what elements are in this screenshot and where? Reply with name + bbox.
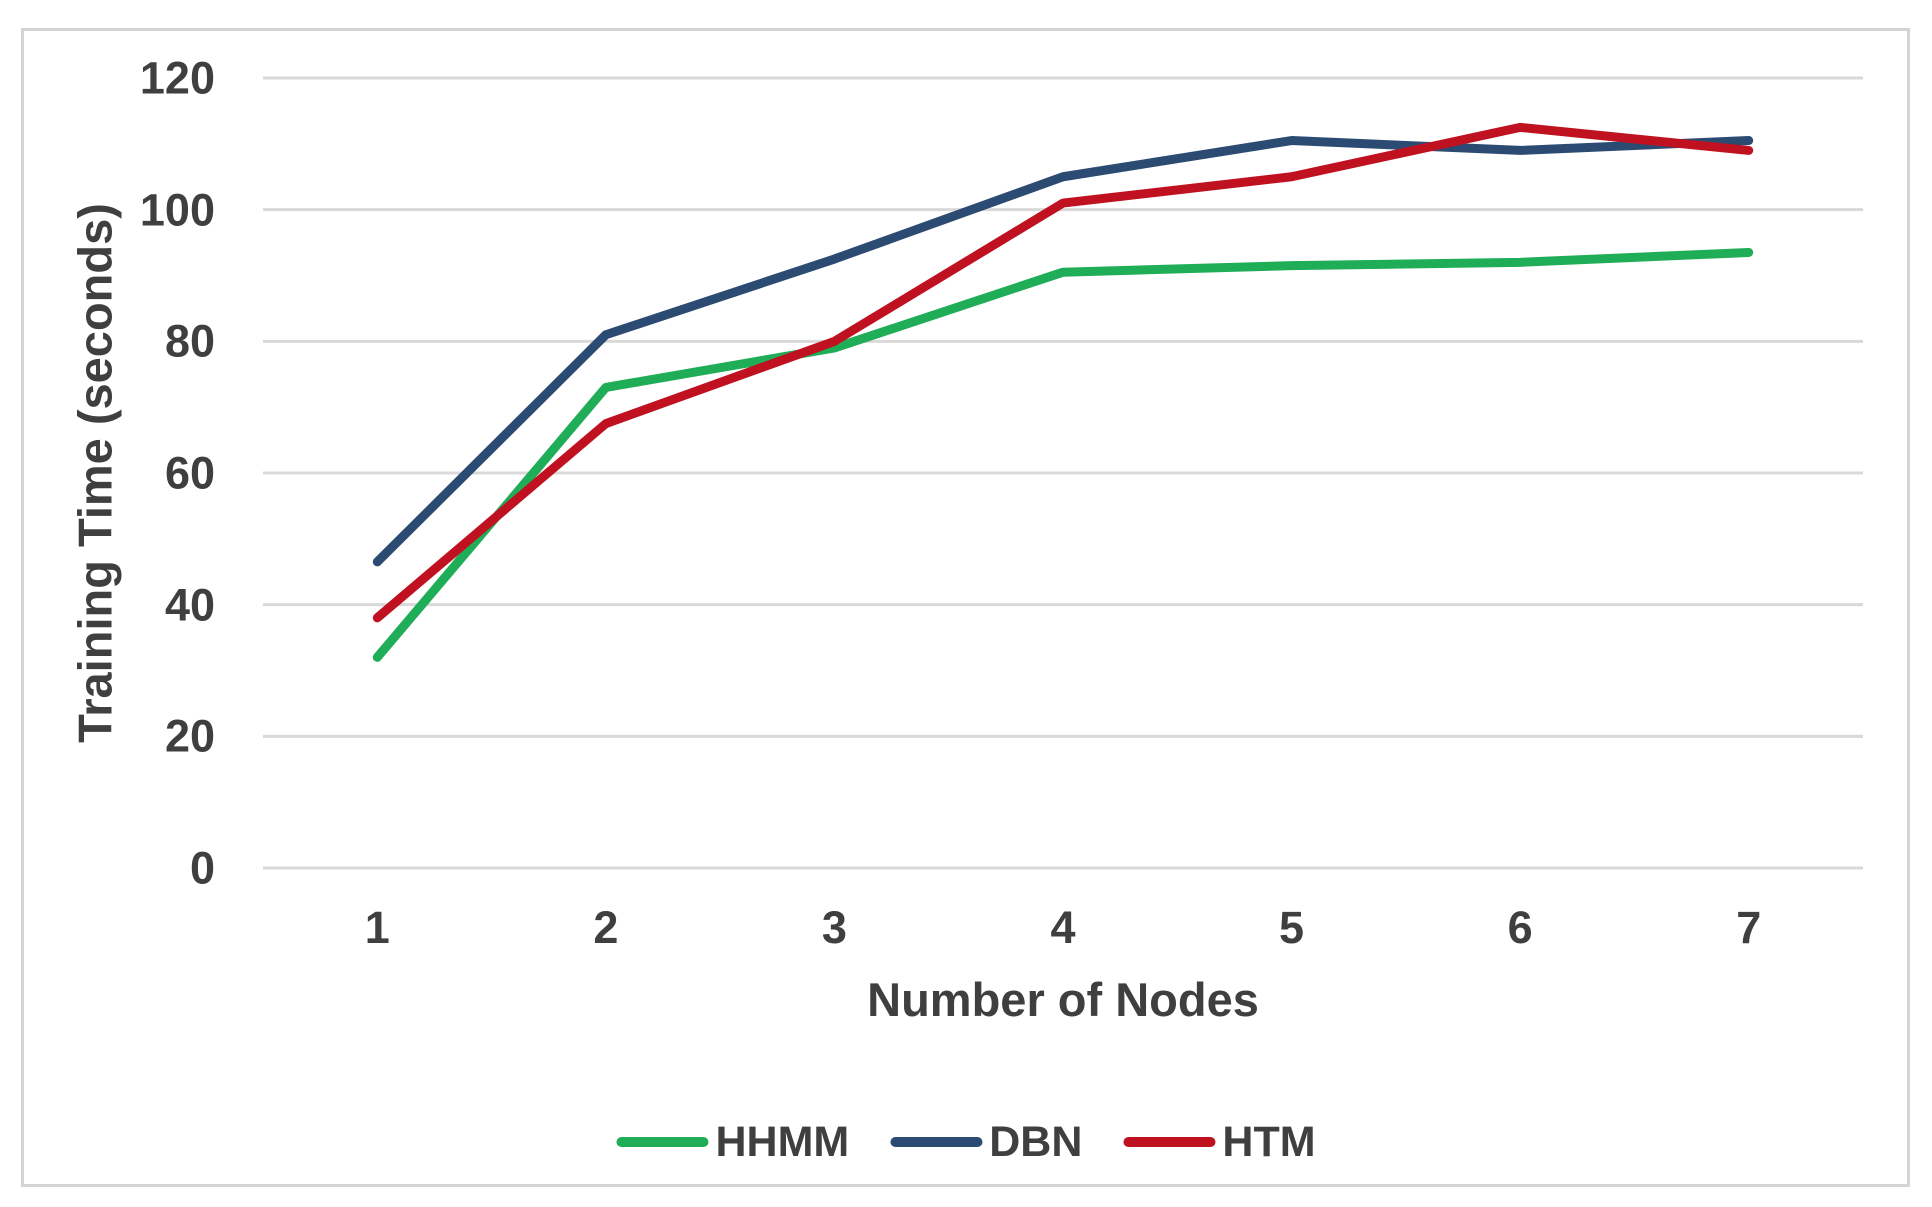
x-tick-6: 6	[1507, 902, 1533, 953]
y-tick-120: 120	[139, 52, 215, 104]
x-tick-4: 4	[1050, 902, 1076, 953]
y-tick-20: 20	[164, 710, 215, 762]
legend-item-dbn: DBN	[890, 1117, 1083, 1166]
legend-swatch-hhmm	[616, 1137, 709, 1147]
x-tick-3: 3	[821, 902, 847, 953]
legend-swatch-dbn	[890, 1137, 983, 1147]
legend: HHMM DBN HTM	[616, 1117, 1316, 1166]
series-line-htm	[372, 122, 1754, 623]
legend-label-dbn: DBN	[989, 1117, 1083, 1166]
chart-border	[21, 28, 1910, 1187]
x-axis-title: Number of Nodes	[867, 973, 1259, 1026]
y-tick-0: 0	[189, 842, 215, 894]
y-axis-title: Training Time (seconds)	[68, 203, 122, 743]
legend-swatch-htm	[1123, 1137, 1216, 1147]
y-tick-40: 40	[164, 579, 215, 631]
x-tick-7: 7	[1736, 902, 1762, 953]
legend-item-hhmm: HHMM	[616, 1117, 850, 1166]
y-tick-100: 100	[139, 184, 215, 236]
legend-item-htm: HTM	[1123, 1117, 1316, 1166]
y-tick-60: 60	[164, 447, 215, 499]
x-tick-5: 5	[1279, 902, 1305, 953]
series-line-hhmm	[372, 247, 1754, 662]
y-tick-80: 80	[164, 315, 215, 367]
legend-label-hhmm: HHMM	[715, 1117, 850, 1166]
x-tick-1: 1	[364, 902, 390, 953]
series-line-dbn	[372, 136, 1754, 567]
legend-label-htm: HTM	[1222, 1117, 1316, 1166]
x-tick-2: 2	[593, 902, 619, 953]
